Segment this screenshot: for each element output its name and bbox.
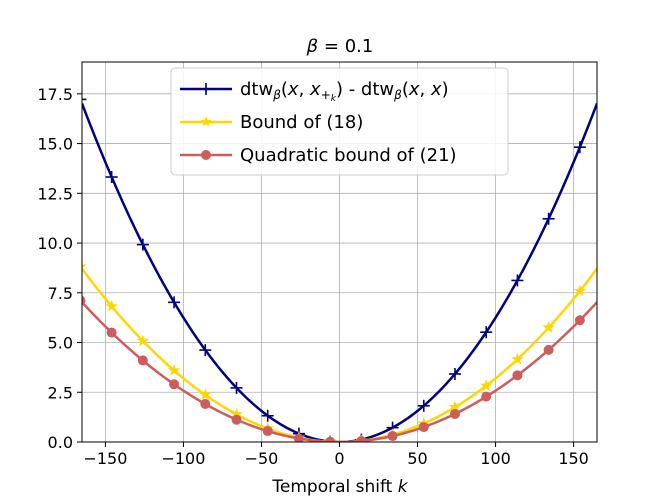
x-tick-label: −150: [83, 449, 127, 468]
data-point: [199, 344, 212, 357]
data-point: [168, 296, 181, 309]
data-point: [82, 98, 87, 101]
data-point: [448, 400, 462, 413]
data-point: [325, 436, 336, 442]
series-line: [82, 267, 597, 442]
series-line: [82, 103, 597, 442]
series-layer: [82, 98, 597, 442]
data-point: [293, 433, 304, 442]
y-axis: 0.0 2.5 5.0 7.5 10.0 12.5 15.0 17.5: [37, 85, 82, 452]
title-value: = 0.1: [318, 36, 373, 57]
data-point: [543, 344, 554, 355]
data-point: [231, 414, 242, 425]
data-point: [511, 274, 524, 287]
data-point: [387, 431, 398, 442]
series-0: [82, 98, 597, 442]
data-point: [200, 399, 211, 409]
legend: dtwβ(x, x+k) - dtwβ(x, x) Bound of (18) …: [170, 67, 509, 176]
x-axis-title-text: Temporal shift: [271, 477, 397, 497]
data-point: [512, 370, 523, 381]
legend-label-quadratic-bound: Quadratic bound of (21): [240, 145, 457, 166]
data-point: [106, 327, 117, 338]
data-point: [573, 284, 587, 297]
y-tick-label: 12.5: [37, 184, 73, 203]
data-point: [105, 299, 118, 312]
data-point: [261, 409, 274, 422]
legend-marker-dtw: [200, 83, 212, 95]
data-point: [199, 388, 212, 401]
series-2: [82, 295, 597, 442]
y-tick-label: 10.0: [37, 234, 73, 253]
data-point: [136, 238, 149, 251]
data-point: [449, 408, 460, 419]
data-point: [169, 379, 180, 390]
y-tick-label: 5.0: [48, 334, 73, 353]
data-point: [481, 391, 492, 402]
data-point: [480, 379, 493, 391]
data-point: [167, 363, 181, 376]
data-point: [417, 399, 430, 412]
data-point: [511, 352, 524, 365]
data-point: [230, 381, 243, 394]
legend-entry-bound-18: Bound of (18): [180, 112, 363, 133]
legend-label-bound-18: Bound of (18): [240, 112, 363, 133]
legend-entry-quadratic-bound: Quadratic bound of (21): [180, 145, 457, 166]
x-axis: −150 −100 −50 0 50 100 150: [83, 442, 589, 468]
data-point: [82, 264, 87, 272]
y-tick-label: 7.5: [48, 284, 73, 303]
legend-box: [170, 67, 509, 176]
x-axis-title-var: k: [398, 477, 409, 497]
data-point: [480, 326, 493, 339]
x-tick-label: 100: [480, 449, 511, 468]
data-point: [356, 436, 367, 442]
x-axis-title: Temporal shift k: [271, 477, 408, 497]
data-point: [137, 355, 148, 366]
data-point: [448, 367, 461, 380]
legend-marker-bound-18: [200, 116, 212, 127]
y-tick-label: 15.0: [37, 135, 73, 154]
data-point: [542, 212, 555, 225]
y-tick-label: 17.5: [37, 85, 73, 104]
y-tick-label: 2.5: [48, 383, 73, 402]
data-point: [230, 407, 243, 420]
data-point: [418, 422, 429, 433]
x-tick-label: −50: [245, 449, 279, 468]
y-tick-label: 0.0: [48, 433, 73, 452]
x-tick-label: −100: [161, 449, 205, 468]
chart-title: β = 0.1: [306, 36, 374, 57]
data-point: [262, 426, 273, 437]
data-point: [82, 295, 86, 306]
x-tick-label: 0: [334, 449, 344, 468]
legend-entry-dtw: dtwβ(x, x+k) - dtwβ(x, x): [180, 79, 449, 104]
x-tick-label: 50: [407, 449, 427, 468]
data-point: [542, 321, 555, 333]
legend-label-dtw: dtwβ(x, x+k) - dtwβ(x, x): [240, 79, 449, 104]
data-point: [573, 141, 586, 154]
data-point: [105, 170, 118, 183]
series-line: [82, 301, 597, 442]
title-beta: β: [306, 36, 319, 57]
data-point: [136, 334, 150, 347]
legend-marker-quadratic-bound: [201, 150, 211, 160]
x-tick-label: 150: [558, 449, 589, 468]
data-point: [574, 315, 585, 326]
